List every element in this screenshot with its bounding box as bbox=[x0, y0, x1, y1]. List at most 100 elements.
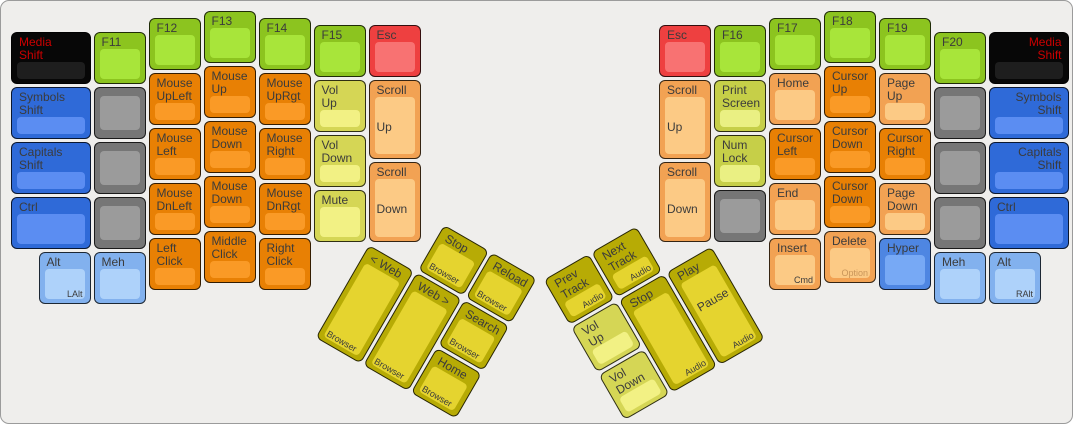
key-sub-label: RAlt bbox=[1015, 288, 1033, 299]
key-label-line: F11 bbox=[101, 34, 122, 49]
key-label-line: Down bbox=[211, 192, 243, 206]
key-mouse-down-b[interactable]: Mouse Down bbox=[203, 176, 256, 228]
key-alt-left[interactable]: Alt LAlt bbox=[38, 251, 91, 304]
key-cursor-down-a[interactable]: Cursor Down bbox=[824, 121, 876, 173]
key-blank-l1[interactable] bbox=[93, 86, 146, 139]
key-hyper[interactable]: Hyper bbox=[879, 237, 931, 290]
key-cursor-up[interactable]: Cursor Up bbox=[824, 66, 876, 118]
key-label: F19 bbox=[887, 21, 924, 35]
key-ctrl-right[interactable]: Ctrl bbox=[989, 196, 1069, 249]
key-ctrl-left[interactable]: Ctrl bbox=[11, 196, 91, 249]
key-mouse-down-a[interactable]: Mouse Down bbox=[203, 121, 256, 173]
key-blank-r3[interactable] bbox=[714, 189, 766, 242]
key-label-line: Mute bbox=[321, 192, 349, 207]
key-media-shift-right[interactable]: Media Shift bbox=[989, 31, 1069, 84]
key-page-up[interactable]: Page Up bbox=[879, 72, 931, 125]
key-label-line: DnLeft bbox=[156, 198, 192, 213]
key-middle-click[interactable]: Middle Click bbox=[203, 231, 256, 283]
key-cursor-down-b[interactable]: Cursor Down bbox=[824, 176, 876, 228]
key-f12[interactable]: F12 bbox=[148, 17, 201, 70]
key-mid-label: Up bbox=[376, 119, 392, 134]
key-label-line: Esc bbox=[376, 27, 397, 42]
key-mute[interactable]: Mute bbox=[313, 189, 366, 242]
keytop-surface bbox=[830, 151, 870, 168]
key-f17[interactable]: F17 bbox=[769, 17, 821, 70]
key-blank-l3[interactable] bbox=[93, 196, 146, 249]
key-cursor-right[interactable]: Cursor Right bbox=[879, 127, 931, 180]
key-media-shift-left[interactable]: Media Shift bbox=[11, 31, 91, 84]
key-scroll-down-right[interactable]: Scroll Down bbox=[659, 162, 711, 242]
key-label-line: Mouse bbox=[156, 75, 193, 90]
key-label-line: Insert bbox=[777, 240, 808, 255]
keytop-surface bbox=[319, 41, 360, 72]
key-meh-right[interactable]: Meh bbox=[934, 251, 986, 304]
key-home[interactable]: Home bbox=[769, 72, 821, 125]
key-symbols-shift-right[interactable]: Symbols Shift bbox=[989, 86, 1069, 139]
key-f14[interactable]: F14 bbox=[258, 17, 311, 70]
key-num-lock[interactable]: Num Lock bbox=[714, 134, 766, 187]
key-label: Mouse Down bbox=[212, 180, 249, 206]
key-esc-right[interactable]: Esc bbox=[659, 24, 711, 77]
key-symbols-shift-left[interactable]: Symbols Shift bbox=[11, 86, 91, 139]
key-f11[interactable]: F11 bbox=[93, 31, 146, 84]
key-blank-l2[interactable] bbox=[93, 141, 146, 194]
key-scroll-up-right[interactable]: Scroll Up bbox=[659, 79, 711, 160]
key-right-click[interactable]: Right Click bbox=[258, 237, 311, 290]
key-f15[interactable]: F15 bbox=[313, 24, 366, 77]
key-alt-right[interactable]: Alt RAlt bbox=[989, 251, 1041, 304]
key-mouse-right[interactable]: Mouse Right bbox=[258, 127, 311, 180]
keytop-surface bbox=[775, 157, 815, 175]
key-label: F17 bbox=[777, 21, 814, 35]
key-page-down[interactable]: Page Down bbox=[879, 182, 931, 235]
keytop-surface bbox=[17, 171, 85, 189]
key-mouse-up[interactable]: Mouse Up bbox=[203, 66, 256, 118]
key-cursor-left[interactable]: Cursor Left bbox=[769, 127, 821, 180]
key-insert[interactable]: Insert Cmd bbox=[769, 237, 821, 290]
key-label-line: Page bbox=[887, 75, 916, 90]
key-vol-up[interactable]: Vol Up bbox=[313, 79, 366, 132]
key-esc-left[interactable]: Esc bbox=[368, 24, 421, 77]
key-mouse-uprgt[interactable]: Mouse UpRgt bbox=[258, 72, 311, 125]
key-label: F20 bbox=[942, 35, 979, 49]
key-scroll-down-left[interactable]: Scroll Down bbox=[368, 162, 421, 242]
key-label-line: Scroll bbox=[376, 165, 407, 180]
key-label-line: Meh bbox=[101, 254, 125, 269]
key-mouse-left[interactable]: Mouse Left bbox=[148, 127, 201, 180]
key-end[interactable]: End bbox=[769, 182, 821, 235]
key-mouse-dnleft[interactable]: Mouse DnLeft bbox=[148, 182, 201, 235]
key-blank-r4[interactable] bbox=[934, 196, 986, 249]
key-mouse-upleft[interactable]: Mouse UpLeft bbox=[148, 72, 201, 125]
key-left-click[interactable]: Left Click bbox=[148, 237, 201, 290]
keytop-surface bbox=[940, 95, 980, 130]
keytop-surface bbox=[995, 116, 1063, 134]
keytop-surface bbox=[99, 150, 140, 185]
key-f20[interactable]: F20 bbox=[934, 31, 986, 84]
key-blank-r1[interactable] bbox=[934, 86, 986, 139]
key-label: Middle Click bbox=[212, 235, 249, 261]
key-label-line: Right bbox=[266, 143, 295, 158]
key-f13[interactable]: F13 bbox=[203, 11, 256, 63]
key-vol-down[interactable]: Vol Down bbox=[313, 134, 366, 187]
key-mouse-dnrgt[interactable]: Mouse DnRgt bbox=[258, 182, 311, 235]
key-label: Capitals Shift bbox=[997, 145, 1061, 172]
keytop-surface bbox=[264, 157, 305, 175]
key-f19[interactable]: F19 bbox=[879, 17, 931, 70]
key-label: F13 bbox=[212, 15, 249, 28]
key-delete[interactable]: Delete Option bbox=[824, 231, 876, 283]
key-capitals-shift-left[interactable]: Capitals Shift bbox=[11, 141, 91, 194]
key-label: Ctrl bbox=[19, 200, 84, 214]
key-label-line: Up bbox=[832, 82, 848, 96]
key-f18[interactable]: F18 bbox=[824, 11, 876, 63]
key-meh-left[interactable]: Meh bbox=[93, 251, 146, 304]
key-capitals-shift-right[interactable]: Capitals Shift bbox=[989, 141, 1069, 194]
key-f16[interactable]: F16 bbox=[714, 24, 766, 77]
keytop-surface bbox=[885, 254, 925, 285]
key-label-line: Click bbox=[156, 253, 183, 268]
key-scroll-up-left[interactable]: Scroll Up bbox=[368, 79, 421, 160]
key-label: F16 bbox=[722, 28, 759, 42]
key-blank-r2[interactable] bbox=[934, 141, 986, 194]
key-label-line: Left bbox=[156, 240, 177, 255]
key-print-screen[interactable]: Print Screen bbox=[714, 79, 766, 132]
keytop-surface bbox=[154, 267, 195, 285]
key-label: F18 bbox=[832, 15, 869, 28]
